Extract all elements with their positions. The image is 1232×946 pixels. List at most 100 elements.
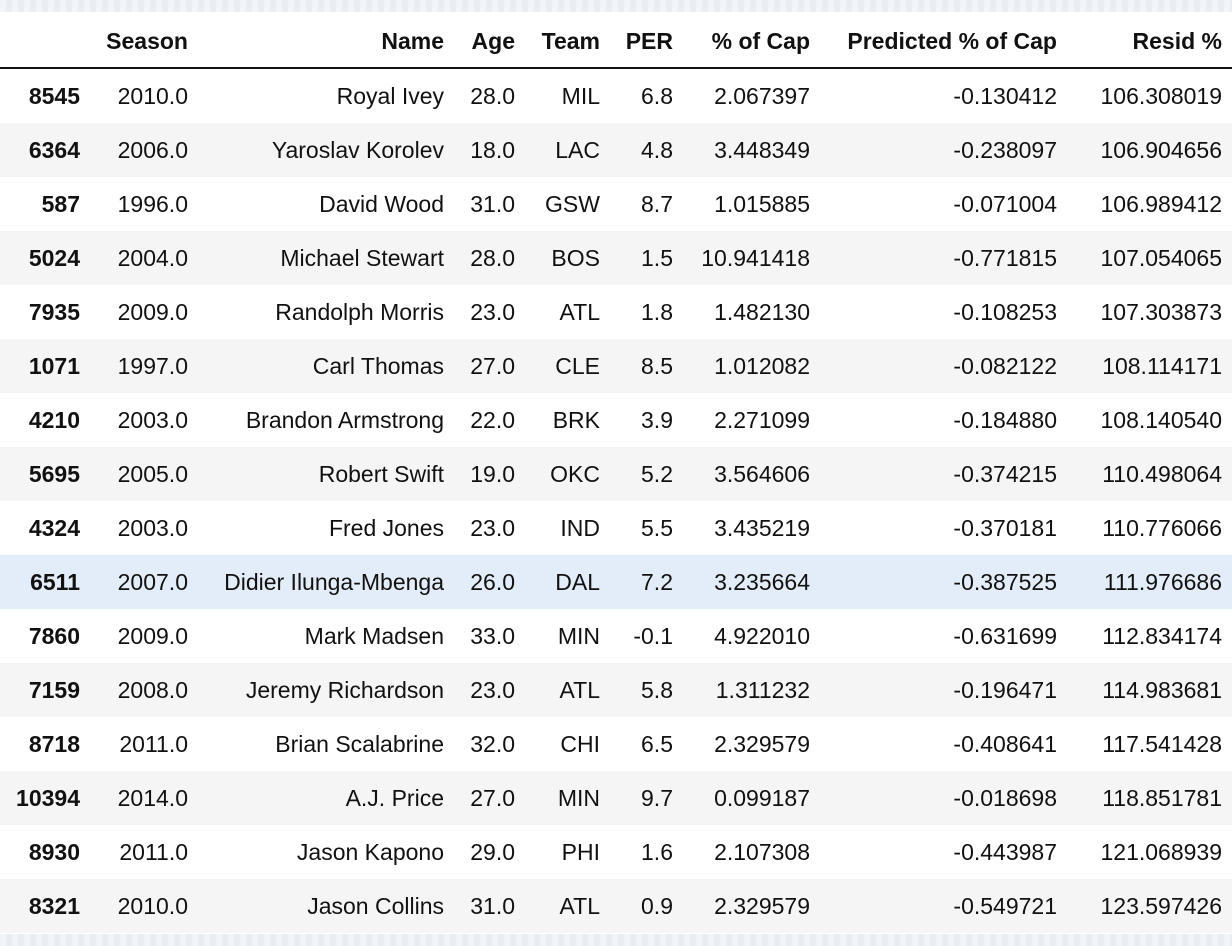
cell-predicted-pct-of-cap: -0.443987 (953, 838, 1057, 865)
table-body: 8545 2010.0 Royal Ivey 28.0 MIL 6.8 2.067397 -0… (0, 68, 1232, 933)
cell-predicted-pct-of-cap: -0.108253 (953, 298, 1057, 325)
table-row: 8718 2011.0 Brian Scalabrine 32.0 CHI 6.5 2.32… (0, 717, 1232, 771)
table-row: 7860 2009.0 Mark Madsen 33.0 MIN -0.1 4.922010… (0, 609, 1232, 663)
table-row: 4324 2003.0 Fred Jones 23.0 IND 5.5 3.435219 -0… (0, 501, 1232, 555)
row-index: 6511 (30, 568, 80, 595)
cell-name: Jeremy Richardson (245, 676, 444, 703)
header-name: Name (200, 15, 456, 69)
cell-age: 27.0 (470, 784, 515, 811)
cell-per: 5.5 (641, 514, 673, 541)
table-header: Season Name Age Team PER % of Cap Predic… (0, 15, 1232, 69)
bottom-scroll-edge (0, 934, 1232, 946)
cell-per: 9.7 (641, 784, 673, 811)
cell-resid-pct: 106.308019 (1100, 82, 1222, 109)
cell-predicted-pct-of-cap: -0.631699 (953, 622, 1057, 649)
row-index: 7935 (28, 298, 80, 325)
dataframe-output: Season Name Age Team PER % of Cap Predic… (0, 15, 1232, 933)
table-row: 4210 2003.0 Brandon Armstrong 22.0 BRK 3.9 2.2… (0, 393, 1232, 447)
cell-per: 1.6 (641, 838, 673, 865)
cell-name: Yaroslav Korolev (271, 136, 444, 163)
cell-per: 3.9 (641, 406, 673, 433)
row-index: 587 (41, 190, 80, 217)
cell-pct-of-cap: 2.271099 (714, 406, 810, 433)
cell-resid-pct: 107.054065 (1100, 244, 1222, 271)
cell-per: 5.8 (641, 676, 673, 703)
row-index: 1071 (28, 352, 80, 379)
cell-name: Didier Ilunga-Mbenga (224, 568, 444, 595)
cell-season: 2004.0 (117, 244, 188, 271)
cell-season: 2010.0 (117, 892, 188, 919)
cell-resid-pct: 121.068939 (1100, 838, 1222, 865)
cell-season: 1996.0 (117, 190, 188, 217)
cell-team: LAC (555, 136, 600, 163)
header-pct-of-cap: % of Cap (685, 15, 822, 69)
cell-team: GSW (545, 190, 600, 217)
cell-season: 2003.0 (117, 406, 188, 433)
row-index: 10394 (16, 784, 80, 811)
cell-season: 2011.0 (119, 730, 188, 757)
cell-season: 1997.0 (117, 352, 188, 379)
cell-pct-of-cap: 2.329579 (714, 730, 810, 757)
row-index: 7860 (28, 622, 80, 649)
cell-name: Mark Madsen (304, 622, 444, 649)
cell-resid-pct: 114.983681 (1102, 676, 1222, 703)
table-row: 587 1996.0 David Wood 31.0 GSW 8.7 1.015885 -0.… (0, 177, 1232, 231)
cell-resid-pct: 110.776066 (1102, 514, 1222, 541)
cell-season: 2011.0 (119, 838, 188, 865)
cell-age: 28.0 (470, 82, 515, 109)
cell-per: 5.2 (641, 460, 673, 487)
cell-team: BOS (551, 244, 600, 271)
cell-resid-pct: 112.834174 (1102, 622, 1222, 649)
cell-predicted-pct-of-cap: -0.196471 (953, 676, 1057, 703)
cell-name: Carl Thomas (312, 352, 444, 379)
table-row: 8321 2010.0 Jason Collins 31.0 ATL 0.9 2.32957… (0, 879, 1232, 933)
cell-pct-of-cap: 3.435219 (714, 514, 810, 541)
cell-name: Randolph Morris (275, 298, 444, 325)
cell-name: Jason Kapono (296, 838, 444, 865)
cell-resid-pct: 123.597426 (1100, 892, 1222, 919)
cell-per: 6.5 (641, 730, 673, 757)
cell-name: David Wood (319, 190, 444, 217)
table-row: 6511 2007.0 Didier Ilunga-Mbenga 26.0 DAL 7.2… (0, 555, 1232, 609)
header-team: Team (527, 15, 612, 69)
cell-predicted-pct-of-cap: -0.374215 (953, 460, 1057, 487)
header-age: Age (456, 15, 527, 69)
cell-team: OKC (550, 460, 600, 487)
cell-name: Michael Stewart (280, 244, 444, 271)
cell-pct-of-cap: 1.012082 (714, 352, 810, 379)
header-predicted-pct-of-cap: Predicted % of Cap (822, 15, 1069, 69)
cell-age: 33.0 (470, 622, 515, 649)
cell-resid-pct: 110.498064 (1102, 460, 1222, 487)
cell-per: -0.1 (633, 622, 673, 649)
cell-per: 1.5 (641, 244, 673, 271)
header-season: Season (92, 15, 200, 69)
cell-age: 22.0 (470, 406, 515, 433)
cell-predicted-pct-of-cap: -0.387525 (953, 568, 1057, 595)
cell-resid-pct: 117.541428 (1102, 730, 1222, 757)
cell-season: 2006.0 (117, 136, 188, 163)
cell-per: 7.2 (641, 568, 673, 595)
cell-team: ATL (559, 298, 600, 325)
cell-name: Royal Ivey (336, 82, 444, 109)
cell-team: ATL (559, 676, 600, 703)
cell-team: CHI (560, 730, 600, 757)
cell-team: CLE (555, 352, 600, 379)
cell-pct-of-cap: 10.941418 (701, 244, 810, 271)
cell-per: 8.5 (641, 352, 673, 379)
row-index: 5024 (28, 244, 80, 271)
cell-season: 2007.0 (117, 568, 188, 595)
row-index: 8321 (28, 892, 80, 919)
cell-team: MIL (561, 82, 600, 109)
row-index: 8930 (28, 838, 80, 865)
row-index: 7159 (28, 676, 80, 703)
cell-name: Brandon Armstrong (245, 406, 444, 433)
cell-age: 27.0 (470, 352, 515, 379)
header-per: PER (612, 15, 685, 69)
cell-pct-of-cap: 3.564606 (714, 460, 810, 487)
cell-per: 0.9 (641, 892, 673, 919)
cell-per: 8.7 (641, 190, 673, 217)
cell-predicted-pct-of-cap: -0.071004 (953, 190, 1057, 217)
cell-name: Jason Collins (307, 892, 444, 919)
cell-pct-of-cap: 1.311232 (715, 676, 810, 703)
row-index: 8718 (28, 730, 80, 757)
